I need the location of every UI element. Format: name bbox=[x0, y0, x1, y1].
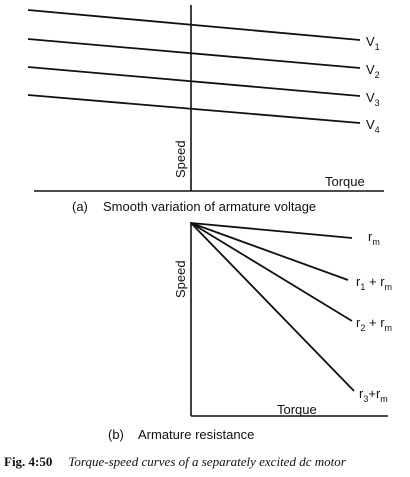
resistance-line-r1-rm bbox=[190, 222, 349, 281]
figure-caption: Fig. 4:50 Torque-speed curves of a separ… bbox=[4, 453, 347, 470]
panel-a-caption: Smooth variation of armature voltage bbox=[103, 199, 316, 214]
figure-caption-text: Torque-speed curves of a separately exci… bbox=[68, 454, 346, 469]
label-v4: V4 bbox=[366, 117, 380, 135]
voltage-line-v3 bbox=[27, 66, 361, 97]
panel-a-speed-label: Speed bbox=[173, 140, 188, 178]
label-v3: V3 bbox=[366, 90, 380, 108]
panel-a-caption-letter: (a) bbox=[72, 199, 88, 214]
label-v2: V2 bbox=[366, 62, 380, 80]
panel-b-speed-label: Speed bbox=[173, 260, 188, 298]
panel-b-caption: Armature resistance bbox=[138, 427, 254, 442]
label-v1: V1 bbox=[366, 34, 380, 52]
panel-a-torque-label: Torque bbox=[325, 174, 365, 189]
panel-b: rm r1 + rm r2 + rm r3+rm Speed Torque (b… bbox=[108, 222, 392, 442]
resistance-line-r3-rm bbox=[190, 222, 355, 392]
label-r2-rm: r2 + rm bbox=[356, 315, 392, 333]
panel-b-torque-label: Torque bbox=[277, 402, 317, 417]
figure-number: Fig. 4:50 bbox=[4, 454, 52, 469]
resistance-line-r2-rm bbox=[190, 222, 353, 322]
label-rm: rm bbox=[368, 229, 380, 247]
voltage-line-v4 bbox=[27, 94, 361, 124]
panel-a: V1 V2 V3 V4 Speed Torque (a) Smooth vari… bbox=[27, 5, 384, 214]
resistance-line-rm bbox=[190, 222, 353, 239]
voltage-line-v2 bbox=[27, 38, 361, 69]
label-r1-rm: r1 + rm bbox=[356, 274, 392, 292]
panel-b-caption-letter: (b) bbox=[108, 427, 124, 442]
voltage-line-v1 bbox=[27, 9, 361, 41]
label-r3-rm: r3+rm bbox=[359, 386, 388, 404]
